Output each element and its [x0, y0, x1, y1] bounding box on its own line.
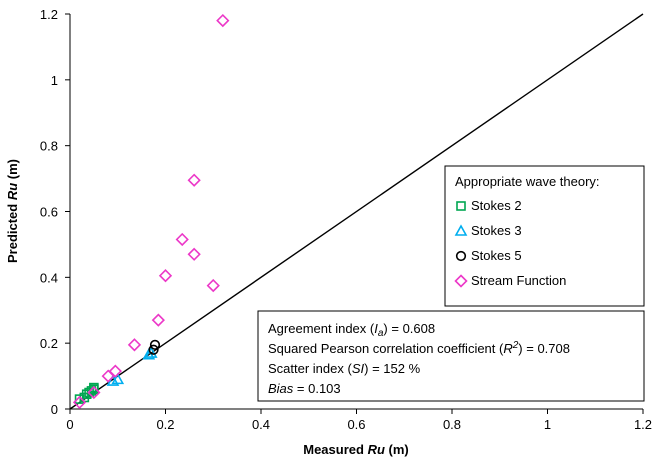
data-markers [72, 13, 230, 410]
legend-label: Stream Function [471, 273, 566, 288]
data-point-diamond [187, 173, 201, 187]
x-tick-label: 0 [66, 417, 73, 432]
x-axis-title-prefix: Measured [303, 442, 367, 457]
x-tick-label: 0.4 [252, 417, 270, 432]
data-point-triangle [111, 372, 125, 385]
data-point-diamond [127, 338, 142, 352]
y-tick-label: 1 [51, 73, 58, 88]
x-axis-title-variable: Ru [368, 442, 385, 457]
y-tick-label: 0.6 [40, 205, 58, 220]
legend-item: Stream Function [454, 273, 566, 288]
legend-marker-diamond [454, 274, 468, 288]
legend-item: Stokes 3 [454, 223, 522, 238]
agreement-index-symbol: I [374, 321, 378, 336]
bias-symbol: Bias [268, 381, 294, 396]
y-tick-label: 0.8 [40, 139, 58, 154]
legend-marker-square [456, 201, 466, 211]
x-tick-label: 1 [544, 417, 551, 432]
legend-marker-triangle [454, 224, 468, 236]
data-point-diamond [187, 247, 201, 261]
data-point-triangle [144, 346, 158, 358]
agreement-index-subscript: a [378, 328, 384, 339]
data-point-diamond [108, 364, 122, 378]
data-point-circle [149, 339, 161, 350]
y-tick-label: 0.2 [40, 336, 58, 351]
x-tick-label: 1.2 [634, 417, 652, 432]
data-point-diamond [206, 278, 220, 293]
x-tick-label: 0.6 [347, 417, 365, 432]
legend-item: Stokes 5 [455, 248, 522, 263]
x-tick-label: 0.8 [443, 417, 461, 432]
data-point-diamond [151, 313, 165, 327]
statistics-box: Agreement index (Ia) = 0.608 Squared Pea… [257, 310, 645, 402]
x-axis-title-unit: (m) [385, 442, 409, 457]
agreement-index-value: ) = 0.608 [383, 321, 435, 336]
y-tick-label: 0 [51, 402, 58, 417]
pearson-r2-text: Squared Pearson correlation coefficient … [268, 340, 570, 356]
pearson-r2-label: Squared Pearson correlation coefficient … [268, 341, 504, 356]
y-tick-label: 0.4 [40, 270, 58, 285]
agreement-index-label: Agreement index ( [268, 321, 375, 336]
legend-label: Stokes 3 [471, 223, 522, 238]
pearson-r2-superscript: 2 [512, 340, 519, 351]
data-point-diamond [175, 232, 189, 247]
data-point-triangle [106, 374, 120, 386]
scatter-index-value: ) = 152 % [364, 361, 420, 376]
y-tick-label: 1.2 [40, 7, 58, 22]
legend-marker-circle [455, 250, 467, 262]
statistics-box-border [257, 310, 645, 402]
scatter-index-symbol: SI [352, 361, 365, 376]
legend-box [444, 165, 645, 307]
y-axis-title-prefix: Predicted [5, 200, 20, 263]
legend: Appropriate wave theory: Stokes 2Stokes … [444, 165, 645, 307]
x-axis-title: Measured Ru (m) [303, 442, 409, 457]
y-axis-title-unit: (m) [5, 159, 20, 183]
agreement-index-text: Agreement index (Ia) = 0.608 [268, 321, 435, 339]
scatter-index-text: Scatter index (SI) = 152 % [268, 361, 421, 376]
y-axis-ticks: 0 0.2 0.4 0.6 0.8 1 1.2 [40, 7, 70, 417]
legend-items: Stokes 2 Stokes 3 Stokes 5 Stream Function [454, 198, 566, 288]
y-axis-title-variable: Ru [5, 183, 20, 200]
one-to-one-reference-line [69, 13, 644, 410]
data-point-diamond [87, 385, 101, 400]
x-tick-label: 0.2 [156, 417, 174, 432]
y-axis-title: Predicted Ru (m) [5, 159, 20, 263]
series-diamond [72, 13, 230, 410]
bias-text: Bias = 0.103 [268, 381, 341, 396]
scatter-index-label: Scatter index ( [268, 361, 352, 376]
data-point-diamond [158, 269, 173, 283]
series-circle [148, 339, 161, 355]
pearson-r2-symbol: R [503, 341, 512, 356]
pearson-r2-value: ) = 0.708 [518, 341, 570, 356]
data-point-square [89, 382, 99, 393]
legend-label: Stokes 2 [471, 198, 522, 213]
legend-item: Stokes 2 [456, 198, 522, 213]
x-axis-ticks: 0 0.2 0.4 0.6 0.8 1 1.2 [66, 409, 652, 432]
data-point-circle [148, 344, 159, 355]
data-point-diamond [72, 395, 87, 410]
data-point-diamond [216, 13, 230, 28]
legend-title: Appropriate wave theory: [455, 174, 600, 189]
bias-value: = 0.103 [293, 381, 340, 396]
legend-label: Stokes 5 [471, 248, 522, 263]
